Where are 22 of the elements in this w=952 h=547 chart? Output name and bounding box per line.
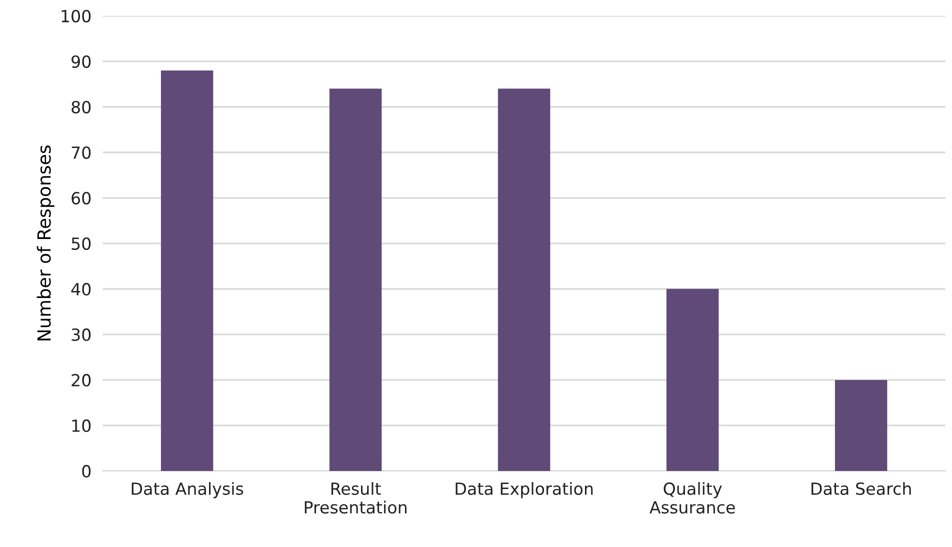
- y-tick-label: 80: [72, 100, 91, 114]
- bar: [666, 288, 719, 471]
- y-tick-label: 70: [72, 146, 91, 159]
- y-axis-title: Number of Responses: [36, 146, 54, 340]
- y-tick-label: 40: [71, 282, 91, 296]
- bar: [329, 88, 382, 471]
- bar: [834, 380, 888, 471]
- x-tick-label: Result Presentation: [304, 482, 406, 514]
- y-tick-label: 90: [72, 55, 91, 68]
- y-tick-label: 30: [72, 328, 91, 342]
- x-tick-label: Data Exploration: [456, 482, 593, 498]
- y-tick-label: 60: [72, 192, 91, 204]
- y-tick-label: 50: [72, 237, 91, 250]
- x-tick-label: Data Analysis: [132, 482, 244, 498]
- x-tick-label: Quality Assurance: [650, 482, 735, 514]
- x-tick-label: Data Search: [812, 482, 911, 495]
- y-tick-label: 20: [72, 374, 91, 387]
- bar: [160, 70, 214, 471]
- bar: [498, 88, 550, 471]
- y-tick-label: 0: [82, 464, 91, 478]
- y-tick-label: 10: [72, 419, 91, 432]
- y-tick-label: 100: [62, 10, 91, 22]
